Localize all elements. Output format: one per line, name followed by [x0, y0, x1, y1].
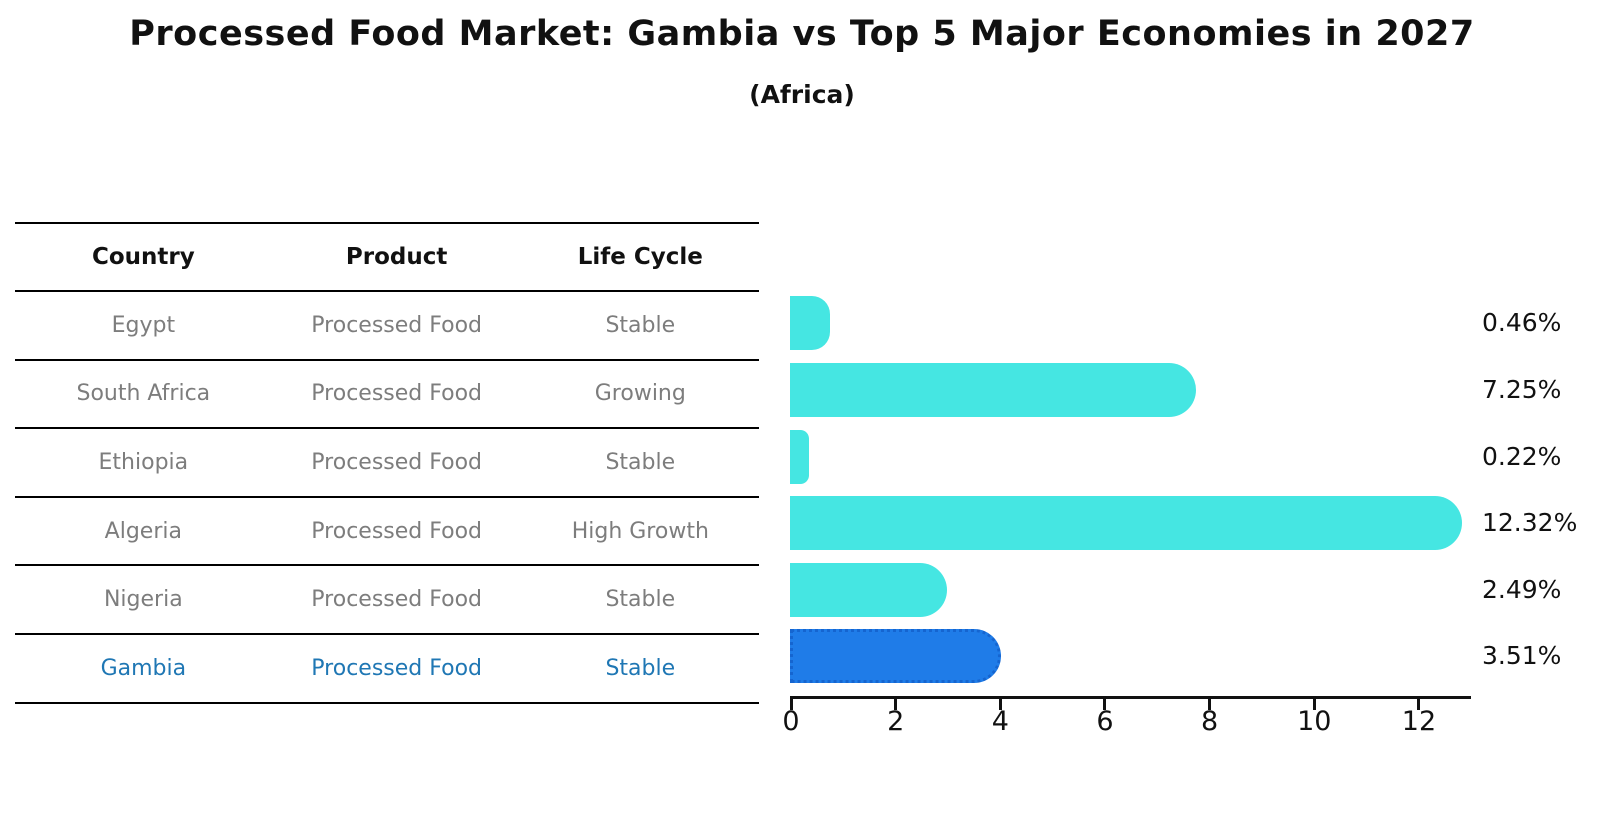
x-tick-mark: [1208, 699, 1212, 710]
bar-south-africa: [790, 362, 1197, 417]
cell-product: Processed Food: [311, 312, 483, 338]
table-row-gambia: Gambia Processed Food Stable: [15, 635, 759, 704]
cell-country: Algeria: [104, 518, 182, 544]
chart-title: Processed Food Market: Gambia vs Top 5 M…: [129, 14, 1475, 54]
table-row-egypt: Egypt Processed Food Stable: [15, 292, 759, 361]
cell-product: Processed Food: [311, 655, 483, 681]
x-tick-mark: [1312, 699, 1316, 710]
cell-life-cycle: Stable: [605, 449, 676, 475]
x-tick-mark: [789, 699, 793, 710]
value-label-south-africa: 7.25%: [1482, 374, 1562, 404]
cell-country: Gambia: [100, 655, 187, 681]
x-tick-mark: [1103, 699, 1107, 710]
table-body: Egypt Processed Food Stable South Africa Pro…: [15, 292, 759, 704]
cell-product: Processed Food: [311, 449, 483, 475]
x-tick-label: 2: [887, 706, 905, 737]
value-label-algeria: 12.32%: [1482, 508, 1578, 538]
x-tick-label: 6: [1096, 706, 1114, 737]
column-header-life-cycle: Life Cycle: [577, 244, 703, 270]
value-label-ethiopia: 0.22%: [1482, 441, 1562, 471]
table-row-south-africa: South Africa Processed Food Growing: [15, 361, 759, 430]
x-tick-mark: [1417, 699, 1421, 710]
x-axis-line: [790, 696, 1471, 699]
bar-algeria: [790, 496, 1462, 551]
cell-product: Processed Food: [311, 587, 483, 613]
x-tick-label: 12: [1401, 706, 1437, 737]
x-tick-mark: [998, 699, 1002, 710]
cell-life-cycle: High Growth: [571, 518, 709, 544]
cell-life-cycle: Growing: [594, 381, 686, 407]
x-tick-label: 10: [1297, 706, 1332, 737]
table-row-algeria: Algeria Processed Food High Growth: [15, 498, 759, 567]
cell-life-cycle: Stable: [605, 312, 676, 338]
table-row-nigeria: Nigeria Processed Food Stable: [15, 566, 759, 635]
x-tick-mark: [894, 699, 898, 710]
cell-country: Egypt: [111, 312, 176, 338]
table-row-ethiopia: Ethiopia Processed Food Stable: [15, 429, 759, 498]
x-tick-label: 8: [1201, 706, 1219, 737]
cell-life-cycle: Stable: [605, 655, 676, 681]
cell-country: Nigeria: [103, 587, 183, 613]
bar-gambia: [790, 629, 1001, 684]
x-tick-label: 0: [782, 706, 800, 737]
country-table: Country Product Life Cycle Egypt Processe…: [15, 222, 759, 704]
bar-egypt: [790, 296, 831, 351]
bar-nigeria: [790, 562, 948, 617]
table-header-row: Country Product Life Cycle: [15, 224, 759, 292]
cell-country: Ethiopia: [98, 449, 189, 475]
cell-product: Processed Food: [311, 518, 483, 544]
value-label-nigeria: 2.49%: [1482, 574, 1562, 604]
column-header-country: Country: [91, 244, 195, 270]
chart-subtitle: (Africa): [749, 80, 855, 109]
value-label-egypt: 0.46%: [1482, 308, 1562, 338]
column-header-product: Product: [345, 244, 448, 270]
x-tick-label: 4: [991, 706, 1009, 737]
cell-life-cycle: Stable: [605, 587, 676, 613]
cell-country: South Africa: [76, 381, 211, 407]
cell-product: Processed Food: [311, 381, 483, 407]
bar-ethiopia: [790, 429, 810, 484]
value-label-gambia: 3.51%: [1482, 641, 1562, 671]
